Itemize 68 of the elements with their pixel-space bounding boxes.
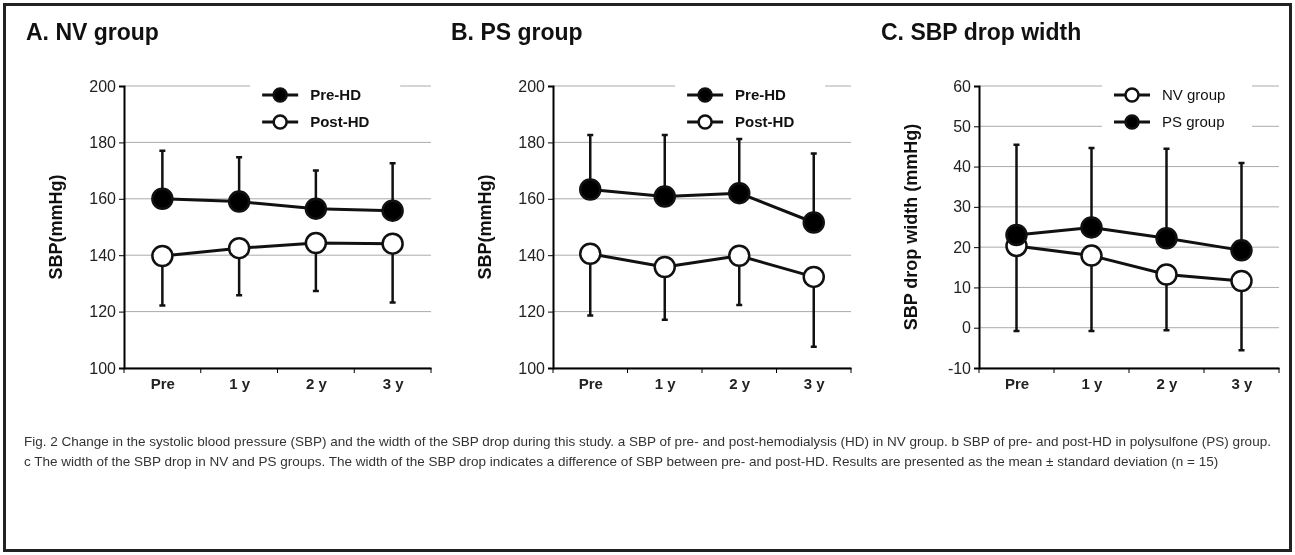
point xyxy=(151,244,174,268)
y-tick-label: 120 xyxy=(518,303,546,321)
point xyxy=(151,187,174,211)
point xyxy=(1230,239,1253,262)
y-tick-label: 100 xyxy=(89,359,117,377)
point xyxy=(802,265,825,289)
y-tick-label: 100 xyxy=(518,359,546,377)
x-tick-label: 3 y xyxy=(803,374,826,392)
y-axis-title: SBP drop width (mmHg) xyxy=(901,123,921,331)
point xyxy=(1005,223,1028,247)
point xyxy=(653,185,676,208)
point xyxy=(802,211,825,234)
point xyxy=(579,178,602,201)
y-tick-label: 60 xyxy=(953,77,972,95)
y-tick-label: 50 xyxy=(953,117,972,135)
legend-label: NV group xyxy=(1162,86,1226,103)
y-tick-label: 140 xyxy=(89,246,117,264)
y-tick-label: 140 xyxy=(518,246,546,264)
y-tick-label: 160 xyxy=(89,190,117,208)
caption: Fig. 2 Change in the systolic blood pressure (SBP) and the width of the SBP drop during this study. a SBP of pre- and post-hemodialysis (HD) in NV group. b SBP of pre- and post-HD in polysulfone (PS) group. c The width of the SBP drop in NV and PS groups. The width of the SBP drop indicates a difference of SBP between pre- and post-HD. Results are presented as the mean ± standard deviation (n = 15) xyxy=(24,433,1272,471)
x-tick-label: 2 y xyxy=(729,374,751,392)
x-tick-label: 1 y xyxy=(654,374,677,392)
point xyxy=(381,199,404,222)
x-tick-label: Pre xyxy=(578,374,603,392)
x-tick-label: 1 y xyxy=(229,374,251,392)
y-tick-label: 200 xyxy=(518,77,546,95)
point xyxy=(579,242,602,266)
point xyxy=(227,236,251,260)
y-tick-label: 20 xyxy=(953,238,972,256)
point xyxy=(1155,227,1178,250)
legend-label: Pre-HD xyxy=(310,86,362,103)
x-tick-label: 2 y xyxy=(1156,374,1179,392)
y-tick-label: 30 xyxy=(953,198,972,216)
y-tick-label: 180 xyxy=(518,134,546,152)
point xyxy=(728,244,751,267)
legend-label: Post-HD xyxy=(735,113,795,130)
point xyxy=(304,231,328,255)
point xyxy=(728,181,751,205)
x-tick-label: Pre xyxy=(150,374,175,392)
y-axis-title: SBP(mmHg) xyxy=(46,174,66,280)
point xyxy=(381,232,404,255)
y-tick-label: 40 xyxy=(953,158,972,176)
legend-label: Post-HD xyxy=(310,113,370,130)
y-tick-label: 200 xyxy=(89,77,117,95)
y-axis-title: SBP(mmHg) xyxy=(475,174,495,280)
y-tick-label: 160 xyxy=(518,190,546,208)
point xyxy=(653,255,676,279)
point xyxy=(1080,244,1103,267)
y-tick-label: 0 xyxy=(962,319,972,337)
x-tick-label: 1 y xyxy=(1081,374,1104,392)
chart-title: B. PS group xyxy=(451,19,583,45)
chart-title: C. SBP drop width xyxy=(881,19,1082,45)
y-tick-label: -10 xyxy=(947,359,972,377)
x-tick-label: 3 y xyxy=(1231,374,1254,392)
point xyxy=(1230,269,1253,293)
chart-title: A. NV group xyxy=(26,19,159,45)
point xyxy=(1080,216,1103,239)
x-tick-label: 2 y xyxy=(305,374,328,392)
legend-label: PS group xyxy=(1162,113,1225,130)
point xyxy=(1155,263,1178,286)
point xyxy=(304,197,328,220)
y-tick-label: 180 xyxy=(89,134,117,152)
legend-label: Pre-HD xyxy=(735,86,787,103)
x-tick-label: Pre xyxy=(1004,374,1030,392)
x-tick-label: 3 y xyxy=(382,374,405,392)
y-tick-label: 120 xyxy=(89,303,117,321)
y-tick-label: 10 xyxy=(953,279,972,297)
point xyxy=(227,190,251,213)
